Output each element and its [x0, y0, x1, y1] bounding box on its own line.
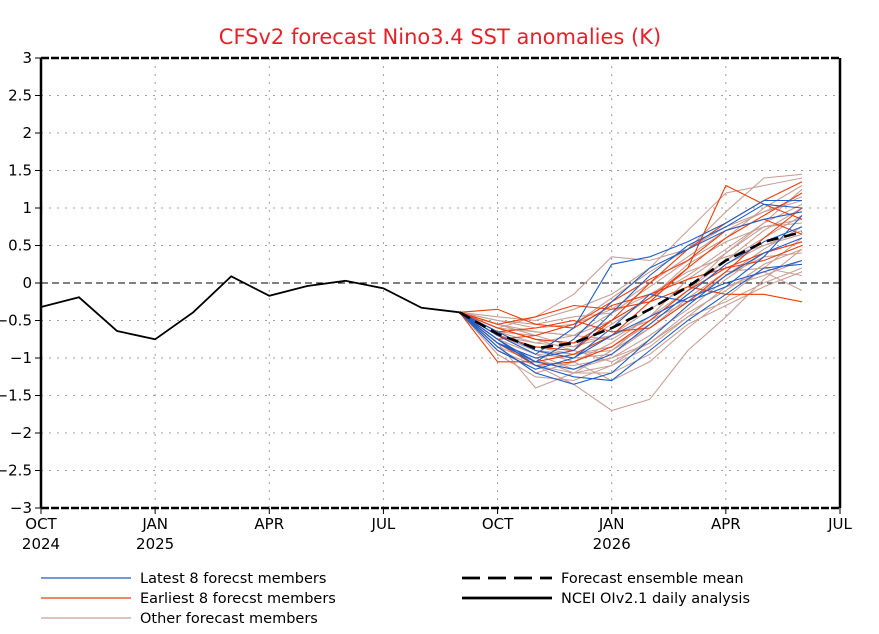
x-tick-label-month: OCT	[482, 515, 514, 533]
ensemble-mean-line	[458, 230, 803, 350]
legend: Latest 8 forecst members Earliest 8 forec…	[41, 571, 750, 627]
member-line-other-11	[459, 196, 803, 329]
member-line-earliest-3	[459, 181, 803, 352]
legend-label-3: Forecast ensemble mean	[561, 571, 744, 587]
member-line-latest-5	[459, 259, 803, 370]
y-tick-label: 1.5	[8, 162, 32, 180]
member-line-latest-7	[459, 215, 803, 359]
member-line-other-18	[459, 226, 803, 359]
y-tick-label: −1.5	[0, 387, 32, 405]
x-tick-label-year: 2025	[136, 535, 174, 553]
y-tick-label: 2.5	[8, 87, 32, 105]
y-tick-label: −3	[10, 499, 32, 517]
y-tick-label: 3	[22, 49, 32, 67]
member-line-earliest-6	[459, 192, 803, 344]
chart-title: CFSv2 forecast Nino3.4 SST anomalies (K)	[219, 25, 661, 49]
member-line-latest-8	[459, 211, 803, 363]
member-line-other-2	[459, 207, 803, 389]
x-tick-label-month: JAN	[598, 515, 625, 533]
x-tick-label-month: APR	[254, 515, 284, 533]
observed-line	[40, 275, 460, 341]
members-layer	[459, 173, 803, 412]
legend-label-0: Latest 8 forecst members	[140, 571, 326, 587]
member-line-earliest-4	[459, 241, 803, 329]
y-tick-label: 0.5	[8, 237, 32, 255]
x-tick-label-month: OCT	[25, 515, 57, 533]
x-tick-label-month: JUL	[371, 515, 396, 533]
y-tick-label: −2.5	[0, 462, 32, 480]
member-line-latest-4	[459, 203, 803, 359]
y-tick-label: 0	[22, 274, 32, 292]
legend-label-4: NCEI OIv2.1 daily analysis	[561, 591, 750, 607]
x-tick-label-month: JUL	[827, 515, 852, 533]
member-line-other-5	[459, 177, 803, 322]
x-tick-label-month: APR	[711, 515, 741, 533]
member-line-latest-3	[459, 199, 802, 355]
x-axis: OCT 2024 JAN 2025 APR JUL OCT JAN 2026 APR JUL	[22, 508, 853, 553]
member-line-earliest-5	[459, 207, 803, 333]
y-tick-label: 1	[22, 199, 32, 217]
observed-layer	[40, 230, 803, 350]
y-tick-label: −1	[10, 349, 32, 367]
member-line-other-12	[459, 252, 803, 374]
y-axis: 3 2.5 2 1.5 1 0.5 0 −0.5 −1 −1.5 −2 −2.5 −3	[0, 49, 41, 517]
x-tick-label-year: 2024	[22, 535, 60, 553]
member-line-earliest-2	[459, 286, 803, 325]
member-line-other-16	[459, 199, 803, 337]
member-line-other-3	[459, 248, 803, 412]
y-tick-label: 2	[22, 124, 32, 142]
grid-layer	[41, 58, 840, 508]
legend-label-2: Other forecast members	[140, 611, 318, 627]
y-tick-label: −2	[10, 424, 32, 442]
x-tick-label-month: JAN	[141, 515, 168, 533]
x-tick-label-year: 2026	[593, 535, 631, 553]
legend-label-1: Earliest 8 forecst members	[140, 591, 336, 607]
y-tick-label: −0.5	[0, 312, 32, 330]
